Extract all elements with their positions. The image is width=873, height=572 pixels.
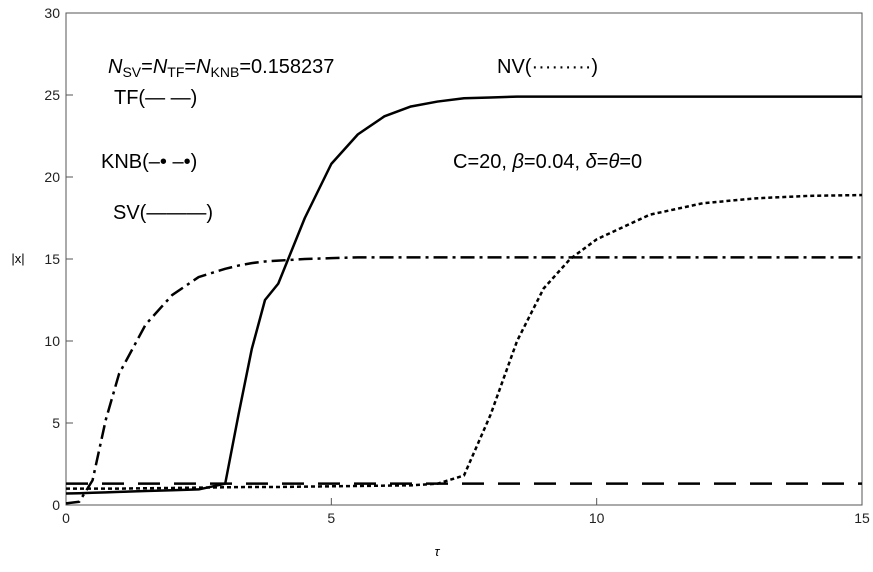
annotation-part: = xyxy=(184,56,196,78)
annotation-part: N xyxy=(196,56,211,78)
annotation-part: N xyxy=(108,56,123,78)
x-axis-label: τ xyxy=(435,544,441,559)
annotation-part: β xyxy=(511,151,523,173)
annotation-part: =0 xyxy=(619,151,642,173)
annotation-part: TF xyxy=(167,64,184,80)
annotation-part: =0.04, xyxy=(524,151,586,173)
x-tick-label: 5 xyxy=(327,510,335,526)
y-tick-label: 10 xyxy=(44,333,60,349)
annotation-part: KNB xyxy=(211,64,240,80)
y-tick-label: 15 xyxy=(44,251,60,267)
annotation: KNB(–• –•) xyxy=(101,151,197,173)
x-tick-label: 15 xyxy=(854,510,870,526)
y-tick-label: 0 xyxy=(52,497,60,513)
series-line xyxy=(65,256,862,505)
x-tick-label: 0 xyxy=(62,510,70,526)
annotation-part: C=20, xyxy=(453,151,512,173)
series-line xyxy=(66,193,863,490)
annotation-part: δ xyxy=(586,151,598,173)
y-tick-label: 30 xyxy=(44,5,60,21)
y-axis-label: |x| xyxy=(11,251,24,266)
annotation-part: = xyxy=(141,56,153,78)
annotation-part: =0.158237 xyxy=(239,56,334,78)
series-line xyxy=(65,95,862,495)
y-tick-label: 5 xyxy=(52,415,60,431)
annotation: NV(·········) xyxy=(497,56,598,78)
y-tick-label: 25 xyxy=(44,87,60,103)
annotation-part: NV(·········) xyxy=(497,56,598,78)
annotation-part: KNB(–• –•) xyxy=(101,151,197,173)
annotation-part: = xyxy=(597,151,609,173)
annotation: NSV=NTF=NKNB=0.158237 xyxy=(108,56,334,80)
annotation-part: θ xyxy=(608,151,619,173)
annotation: TF(— —) xyxy=(114,87,197,109)
annotation: SV(———) xyxy=(113,202,213,224)
annotation-part: SV xyxy=(122,64,141,80)
x-tick-label: 10 xyxy=(589,510,605,526)
annotation: C=20, β=0.04, δ=θ=0 xyxy=(453,151,642,173)
annotation-part: N xyxy=(153,56,168,78)
y-tick-label: 20 xyxy=(44,169,60,185)
annotation-part: TF(— —) xyxy=(114,87,197,109)
annotation-part: SV(———) xyxy=(113,202,213,224)
